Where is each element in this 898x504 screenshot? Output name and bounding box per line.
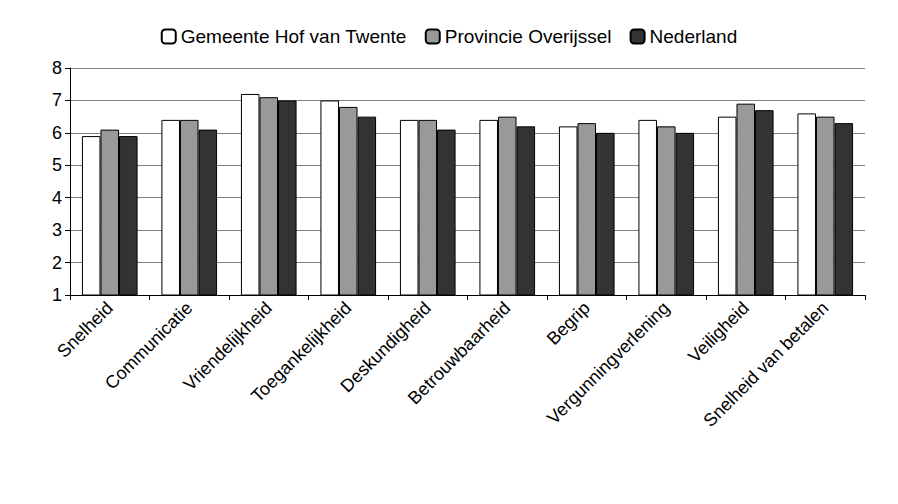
svg-text:Toegankelijkheid: Toegankelijkheid [247,298,355,406]
svg-text:Veiligheid: Veiligheid [684,298,753,367]
svg-text:Gemeente Hof van Twente: Gemeente Hof van Twente [181,26,407,47]
svg-text:Snelheid van betalen: Snelheid van betalen [699,298,832,431]
svg-text:Snelheid: Snelheid [53,298,117,362]
svg-text:Vriendelijkheid: Vriendelijkheid [179,297,276,395]
svg-text:3: 3 [52,220,62,240]
svg-text:Vergunningverlening: Vergunningverlening [543,298,673,428]
svg-text:1: 1 [52,285,62,305]
svg-text:5: 5 [52,155,62,175]
svg-text:Communicatie: Communicatie [100,297,197,394]
svg-text:8: 8 [52,58,62,78]
svg-text:Provincie Overijssel: Provincie Overijssel [445,26,612,47]
svg-text:4: 4 [52,188,62,208]
svg-text:2: 2 [52,253,62,273]
svg-text:6: 6 [52,123,62,143]
svg-text:Deskundigheid: Deskundigheid [336,297,435,397]
svg-text:7: 7 [52,90,62,110]
svg-text:Betrouwbaarheid: Betrouwbaarheid [404,298,514,408]
svg-text:Begrip: Begrip [543,298,594,349]
svg-text:Nederland: Nederland [650,26,738,47]
